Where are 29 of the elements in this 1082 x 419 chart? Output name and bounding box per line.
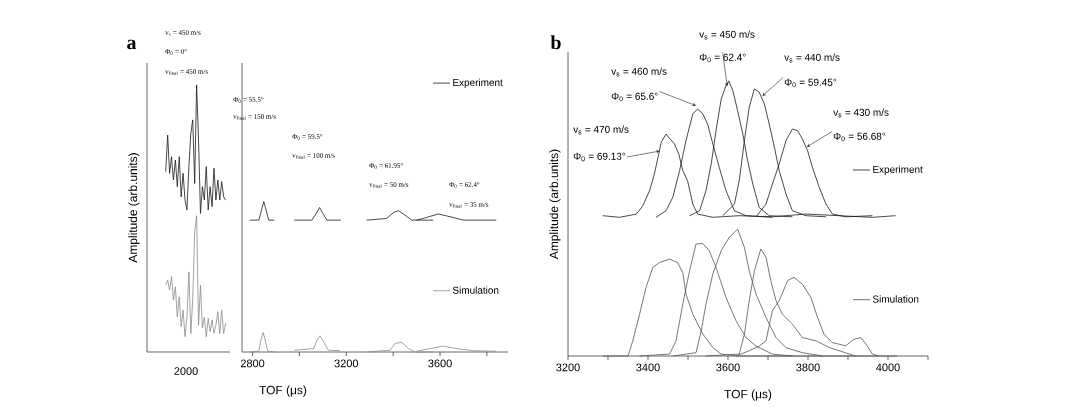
x-tick-label: 3600 xyxy=(716,363,740,372)
x-tick-label: 4000 xyxy=(876,363,900,372)
annotation: v$_{s}$ = 430 m/s xyxy=(833,108,889,118)
x-tick-label: 3200 xyxy=(556,363,580,372)
chart-title: b xyxy=(550,35,561,50)
annotation: Φ$_{0}$ = 65.6° xyxy=(611,92,658,102)
x-axis-title: TOF (μs) xyxy=(259,385,307,397)
x-tick-label: 3200 xyxy=(334,359,359,368)
legend-label: Experiment xyxy=(453,78,503,89)
text: 2000 xyxy=(174,367,198,375)
text: v$_{s}$ = 460 m/s xyxy=(611,67,667,77)
legend-label: Experiment xyxy=(873,165,923,175)
text: v$_{s}$ = 450 m/s xyxy=(699,30,755,40)
legend-label: Simulation xyxy=(872,295,919,303)
x-tick-label: 3400 xyxy=(636,363,660,372)
annotation: Φ$_{0}$ = 69.13° xyxy=(573,152,626,162)
annotation: Φ$_{0}$ = 59.45° xyxy=(784,78,837,88)
chart-title: a xyxy=(127,39,137,50)
text: v$_{s}$ = 440 m/s xyxy=(784,53,840,63)
x-tick-label: 3600 xyxy=(428,359,452,368)
x-tick-label: 2800 xyxy=(240,359,265,368)
y-axis-title: Amplitude (arb.units) xyxy=(128,153,140,263)
x-tick-label: 3800 xyxy=(796,363,820,372)
legend-label: Simulation xyxy=(452,286,499,294)
annotation: v$_{s}$ = 470 m/s xyxy=(573,125,629,135)
annotation: Φ$_{0}$ = 62.4° xyxy=(699,53,746,63)
annotation: Φ$_{0}$ = 56.68° xyxy=(833,132,886,142)
x-axis-title: TOF (μs) xyxy=(724,389,772,401)
y-axis-title: Amplitude (arb.units) xyxy=(549,149,561,260)
